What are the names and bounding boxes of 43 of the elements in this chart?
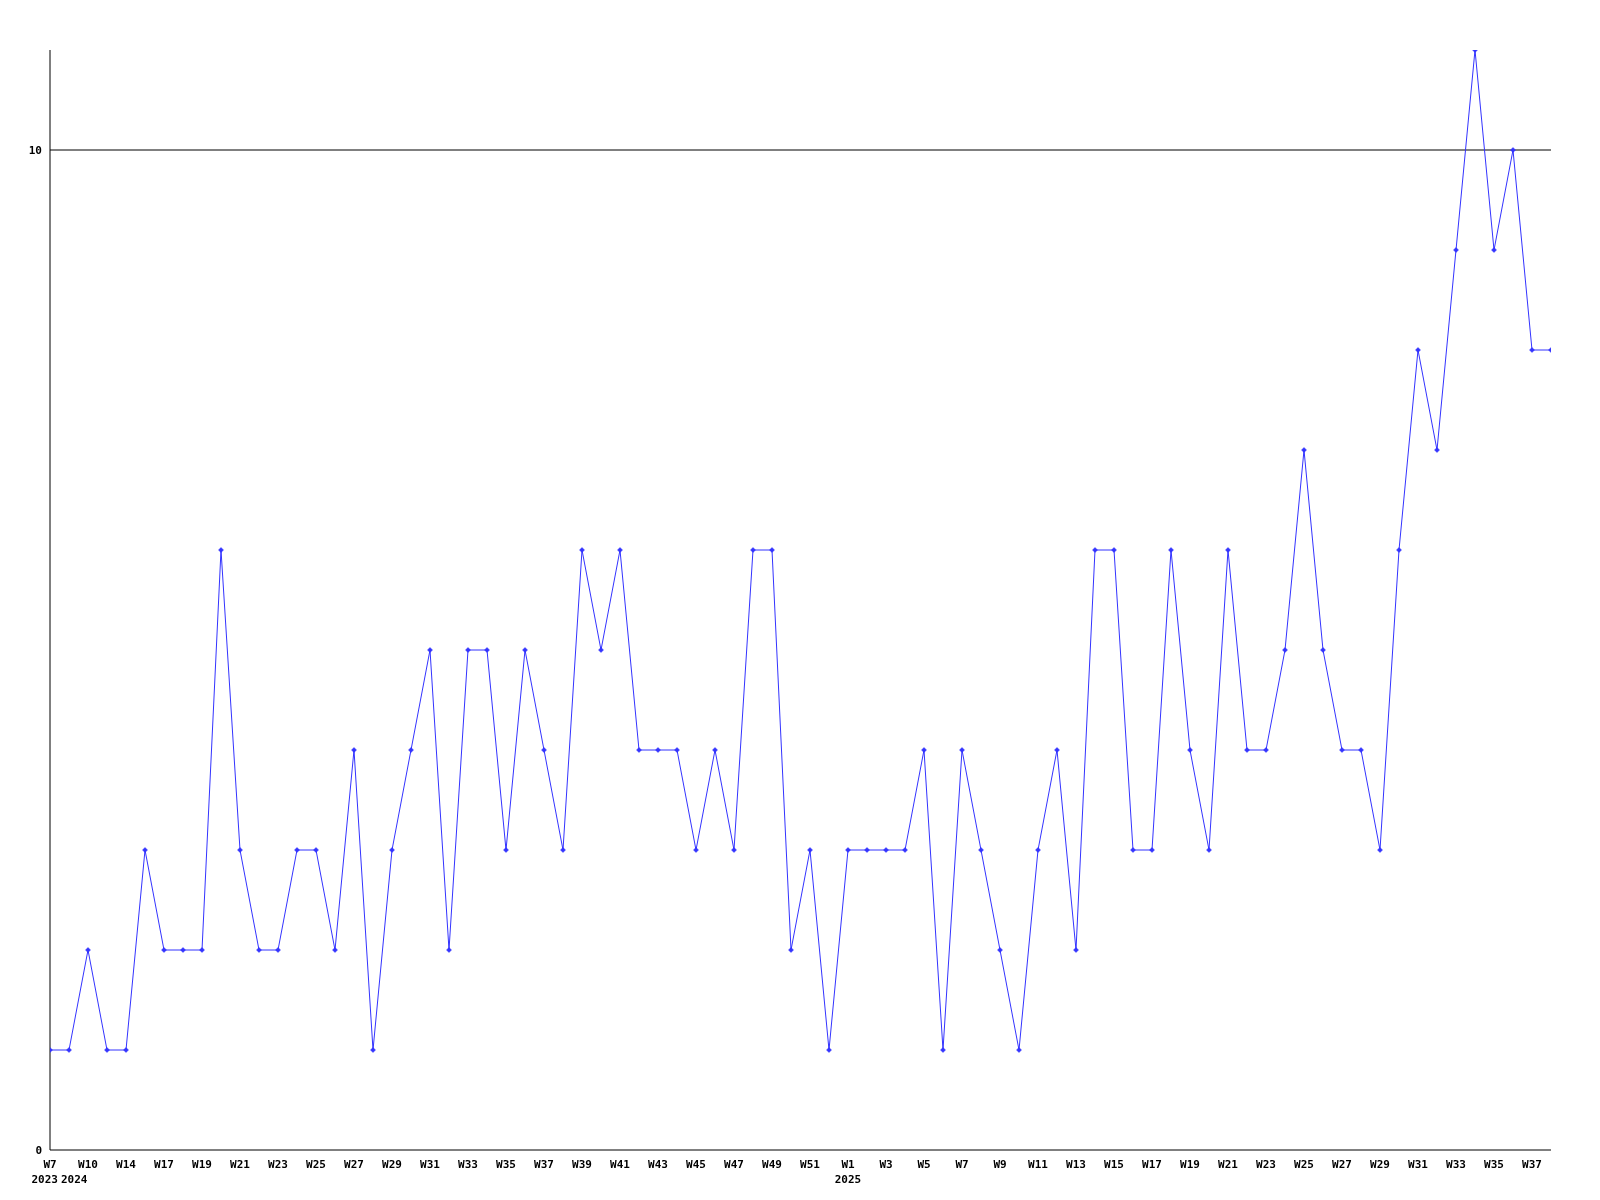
x-tick-label: W37 xyxy=(534,1158,554,1171)
x-tick-label: W21 xyxy=(230,1158,251,1171)
x-tick-label: W23 xyxy=(1256,1158,1276,1171)
x-tick-label: W43 xyxy=(648,1158,668,1171)
x-tick-label: W13 xyxy=(1066,1158,1086,1171)
x-tick-label: W17 xyxy=(154,1158,174,1171)
x-tick-label: W45 xyxy=(686,1158,706,1171)
x-tick-label: W5 xyxy=(917,1158,931,1171)
x-tick-label: W41 xyxy=(610,1158,631,1171)
x-tick-label: W39 xyxy=(572,1158,592,1171)
y-tick-label: 10 xyxy=(28,143,42,157)
x-tick-label: W35 xyxy=(496,1158,516,1171)
x-tick-label: W49 xyxy=(762,1158,782,1171)
x-tick-label: W25 xyxy=(306,1158,326,1171)
x-tick-label: W7 2023 xyxy=(31,1158,58,1186)
x-tick-label: W33 xyxy=(458,1158,478,1171)
x-tick-label: W9 xyxy=(993,1158,1007,1171)
x-tick-label: W17 xyxy=(1142,1158,1162,1171)
x-tick-label: W11 xyxy=(1028,1158,1049,1171)
x-tick-label: W27 xyxy=(1332,1158,1352,1171)
x-tick-label: W3 xyxy=(879,1158,893,1171)
x-tick-label: W29 xyxy=(382,1158,402,1171)
x-tick-label: W7 xyxy=(955,1158,969,1171)
x-tick-label: W14 xyxy=(116,1158,137,1171)
x-tick-label: W31 xyxy=(1408,1158,1429,1171)
x-tick-label: W37 xyxy=(1522,1158,1542,1171)
x-tick-label: W27 xyxy=(344,1158,364,1171)
x-tick-label: W23 xyxy=(268,1158,288,1171)
x-tick-label: W29 xyxy=(1370,1158,1390,1171)
x-tick-label: W51 xyxy=(800,1158,821,1171)
x-tick-label: W15 xyxy=(1104,1158,1124,1171)
x-tick-label: 2024 xyxy=(61,1173,88,1186)
x-tick-label: W35 xyxy=(1484,1158,1504,1171)
x-tick-label: W33 xyxy=(1446,1158,1466,1171)
x-tick-label: W25 xyxy=(1294,1158,1314,1171)
x-tick-label: W1 2025 xyxy=(834,1158,862,1186)
x-tick-label: W10 xyxy=(78,1158,98,1171)
x-tick-label: W19 xyxy=(1180,1158,1200,1171)
x-tick-label: W31 xyxy=(420,1158,441,1171)
x-tick-label: W47 xyxy=(724,1158,744,1171)
y-tick-label: 0 xyxy=(35,1143,42,1157)
x-tick-label: W19 xyxy=(192,1158,212,1171)
x-tick-label: W21 xyxy=(1218,1158,1239,1171)
